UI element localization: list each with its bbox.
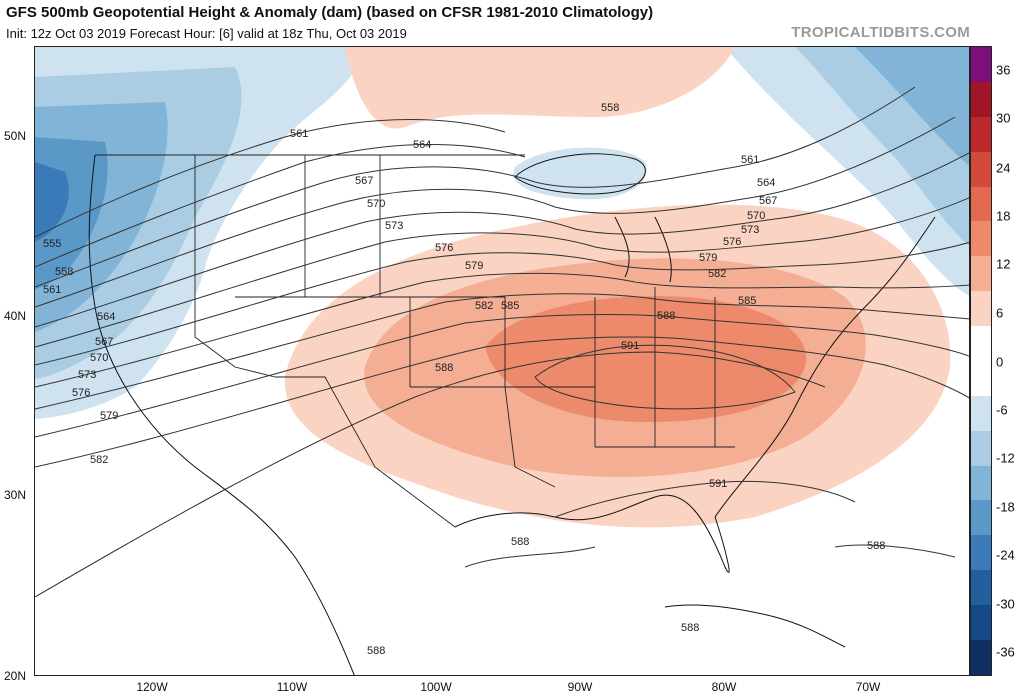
contour-label: 561 <box>290 128 308 140</box>
contour-label: 579 <box>100 410 118 422</box>
anomaly-colorbar <box>970 46 992 676</box>
longitude-label: 120W <box>136 680 168 694</box>
contour-label: 558 <box>601 102 619 114</box>
contour-label: 588 <box>435 362 453 374</box>
colorbar-label: -18 <box>996 499 1015 515</box>
contour-label: 567 <box>759 195 777 207</box>
contour-label: 564 <box>413 139 431 151</box>
contour-label: 588 <box>367 645 385 657</box>
colorbar-segment <box>971 360 991 396</box>
colorbar-label: -36 <box>996 644 1015 660</box>
contour-label: 567 <box>355 175 373 187</box>
coastlines <box>88 153 936 675</box>
colorbar-segment <box>971 151 991 187</box>
colorbar-label: 6 <box>996 305 1004 321</box>
contour-label: 570 <box>367 198 385 210</box>
latitude-label: 30N <box>4 488 27 502</box>
contour-label: 561 <box>43 284 61 296</box>
credit-watermark: TROPICALTIDBITS.COM <box>791 24 970 41</box>
contour-label: 576 <box>723 236 741 248</box>
colorbar-label: -30 <box>996 596 1015 612</box>
map-svg: 555 558 561 564 567 570 573 576 579 582 … <box>35 47 969 675</box>
colorbar-segment <box>971 116 991 152</box>
colorbar-segment <box>971 605 991 640</box>
contour-label: 570 <box>747 210 765 222</box>
colorbar-label: 12 <box>996 256 1011 272</box>
latitude-label: 40N <box>4 309 27 323</box>
colorbar-segment <box>971 326 991 361</box>
colorbar-segment <box>971 256 991 292</box>
weather-map: 555 558 561 564 567 570 573 576 579 582 … <box>34 46 970 676</box>
contour-label: 591 <box>621 340 639 352</box>
colorbar-label: 30 <box>996 110 1011 126</box>
map-title: GFS 500mb Geopotential Height & Anomaly … <box>6 4 654 21</box>
longitude-label: 90W <box>567 680 593 694</box>
contour-label: 588 <box>681 622 699 634</box>
colorbar-label: 24 <box>996 160 1011 176</box>
colorbar-label: 18 <box>996 208 1011 224</box>
contour-label: 585 <box>738 295 756 307</box>
contour-label: 573 <box>741 224 759 236</box>
political-borders <box>95 154 735 528</box>
colorbar-segment <box>971 500 991 536</box>
contour-label: 582 <box>475 300 493 312</box>
colorbar-segment <box>971 465 991 501</box>
height-contours <box>35 86 969 598</box>
negative-anomaly-west <box>35 47 365 419</box>
colorbar-segment <box>971 639 991 675</box>
contour-label: 579 <box>699 252 717 264</box>
colorbar-label: -24 <box>996 547 1015 563</box>
contour-label: 576 <box>72 387 90 399</box>
colorbar-segment <box>971 570 991 605</box>
contour-label: 582 <box>90 454 108 466</box>
colorbar-segment <box>971 430 991 466</box>
colorbar-label: -12 <box>996 450 1015 466</box>
contour-label: 582 <box>708 268 726 280</box>
colorbar-segment <box>971 186 991 222</box>
contour-label: 564 <box>757 177 775 189</box>
colorbar-segment <box>971 81 991 117</box>
contour-label: 588 <box>511 536 529 548</box>
contour-label: 570 <box>90 352 108 364</box>
longitude-label: 70W <box>855 680 881 694</box>
contour-label: 573 <box>385 220 403 232</box>
negative-anomaly-great-lakes <box>513 147 647 200</box>
contour-label: 558 <box>55 266 73 278</box>
latitude-label: 20N <box>4 669 27 683</box>
positive-anomaly-east <box>284 47 951 528</box>
contour-label: 561 <box>741 154 759 166</box>
contour-label: 567 <box>95 336 113 348</box>
contour-labels: 555 558 561 564 567 570 573 576 579 582 … <box>43 102 885 657</box>
contour-label: 591 <box>709 478 727 490</box>
contour-label: 579 <box>465 260 483 272</box>
longitude-label: 80W <box>711 680 737 694</box>
colorbar-label: -6 <box>996 402 1008 418</box>
colorbar-segment <box>971 395 991 431</box>
contour-label: 573 <box>78 369 96 381</box>
colorbar-segment <box>971 221 991 257</box>
colorbar-segment <box>971 47 991 82</box>
longitude-label: 100W <box>420 680 452 694</box>
colorbar-label: 36 <box>996 62 1011 78</box>
colorbar-segment <box>971 291 991 326</box>
contour-label: 555 <box>43 238 61 250</box>
contour-label: 585 <box>501 300 519 312</box>
colorbar-label: 0 <box>996 354 1004 370</box>
longitude-label: 110W <box>276 680 308 694</box>
contour-label: 576 <box>435 242 453 254</box>
forecast-subtitle: Init: 12z Oct 03 2019 Forecast Hour: [6]… <box>6 26 407 41</box>
latitude-label: 50N <box>4 129 27 143</box>
contour-label: 588 <box>657 310 675 322</box>
contour-label: 564 <box>97 311 115 323</box>
contour-label: 588 <box>867 540 885 552</box>
colorbar-segment <box>971 535 991 571</box>
negative-anomaly-northeast <box>725 47 969 296</box>
